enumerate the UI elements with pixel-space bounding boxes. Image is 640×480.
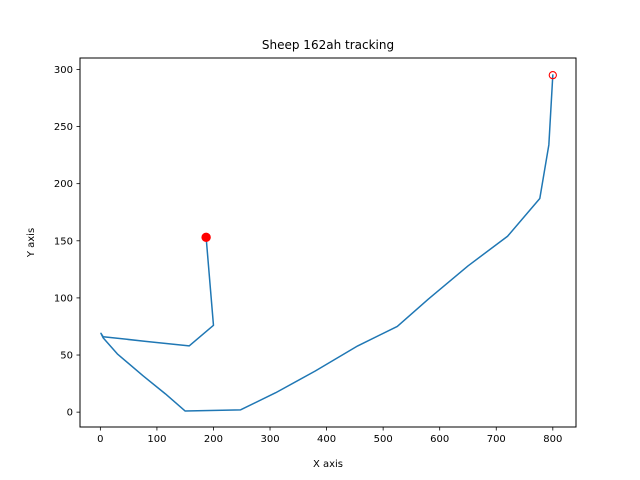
plot-frame	[79, 57, 577, 428]
x-tick-label: 0	[97, 434, 103, 445]
x-tick-label: 800	[543, 434, 562, 445]
y-tick-label: 100	[54, 293, 73, 304]
end-marker	[548, 70, 557, 80]
x-tick-label: 200	[204, 434, 223, 445]
y-tick-label: 250	[54, 122, 73, 133]
x-tick-label: 500	[374, 434, 393, 445]
y-axis-label: Y axis	[26, 228, 37, 258]
chart-title: Sheep 162ah tracking	[262, 38, 394, 52]
x-tick-label: 700	[487, 434, 506, 445]
y-tick-label: 0	[67, 408, 73, 419]
x-tick-label: 300	[260, 434, 279, 445]
x-tick-label: 400	[317, 434, 336, 445]
y-tick-label: 200	[54, 179, 73, 190]
x-axis-label: X axis	[313, 459, 343, 470]
track-line	[100, 74, 554, 412]
y-tick-label: 150	[54, 236, 73, 247]
x-tick-label: 600	[430, 434, 449, 445]
start-marker	[201, 232, 211, 243]
y-tick-label: 50	[60, 351, 73, 362]
y-tick-label: 300	[54, 65, 73, 76]
x-tick-label: 100	[147, 434, 166, 445]
